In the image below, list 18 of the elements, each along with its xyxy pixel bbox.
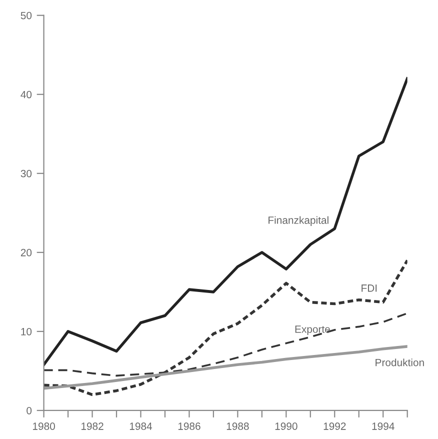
x-tick-label: 1982 <box>81 422 104 430</box>
x-tick-label: 1984 <box>130 422 152 430</box>
y-tick-label: 0 <box>26 406 32 414</box>
series-label: Exporte <box>295 326 330 335</box>
y-tick-label: 50 <box>20 12 32 20</box>
series-label: FDI <box>362 284 377 292</box>
y-tick-label: 20 <box>20 248 32 256</box>
x-tick-label: 1986 <box>178 422 200 430</box>
y-tick-label: 30 <box>20 170 32 178</box>
x-tick-label: 1980 <box>33 422 55 430</box>
y-tick-label: 10 <box>21 328 32 336</box>
x-tick-label: 1988 <box>226 422 249 430</box>
x-tick-label: 1990 <box>275 422 298 430</box>
series-label: Finanzkapital <box>268 216 328 226</box>
x-tick-label: 1992 <box>324 422 346 430</box>
x-tick-label: 1994 <box>372 422 394 430</box>
series-label: Produktion <box>376 358 424 366</box>
y-tick-label: 40 <box>20 90 32 98</box>
